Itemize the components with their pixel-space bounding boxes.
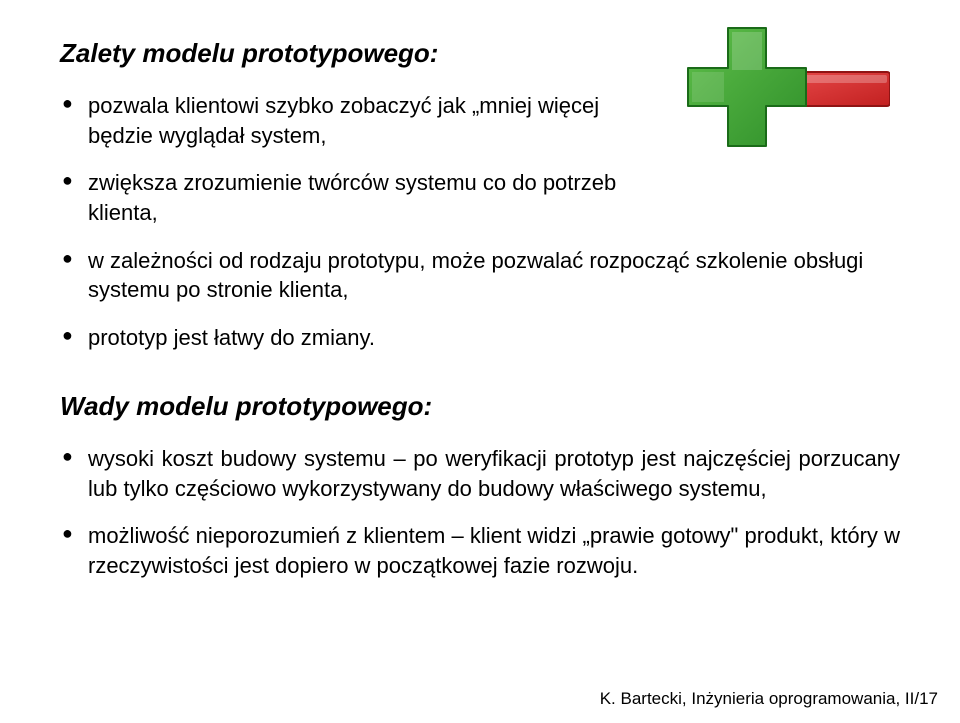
list-item: prototyp jest łatwy do zmiany. <box>60 323 900 353</box>
list-item: wysoki koszt budowy systemu – po weryfik… <box>60 444 900 503</box>
disadvantages-heading: Wady modelu prototypowego: <box>60 391 900 422</box>
slide-container: Zalety modelu prototypowego: pozwala kli… <box>0 0 960 723</box>
slide-footer: K. Bartecki, Inżynieria oprogramowania, … <box>600 689 938 709</box>
disadvantages-list: wysoki koszt budowy systemu – po weryfik… <box>60 444 900 581</box>
list-item: zwiększa zrozumienie twórców systemu co … <box>60 168 900 227</box>
advantages-list: pozwala klientowi szybko zobaczyć jak „m… <box>60 91 900 353</box>
list-item: możliwość nieporozumień z klientem – kli… <box>60 521 900 580</box>
list-item: pozwala klientowi szybko zobaczyć jak „m… <box>60 91 900 150</box>
list-item: w zależności od rodzaju prototypu, może … <box>60 246 900 305</box>
